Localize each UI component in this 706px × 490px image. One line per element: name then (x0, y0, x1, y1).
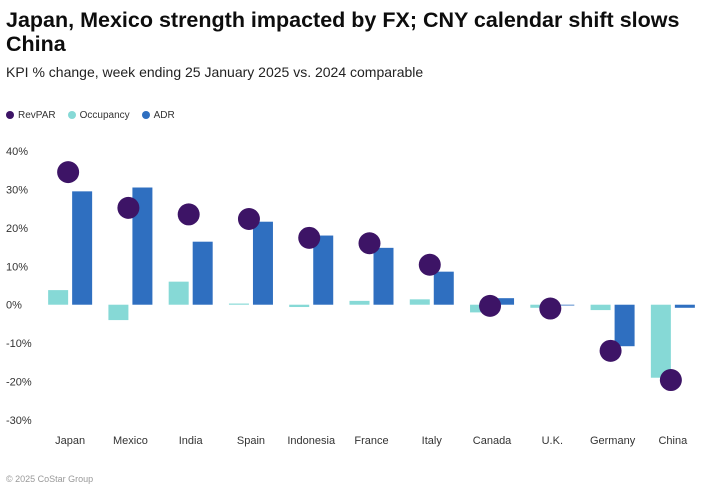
adr-bar (313, 235, 334, 305)
legend-label-adr: ADR (153, 109, 175, 121)
y-tick-label: 30% (6, 184, 28, 196)
x-tick-label: Italy (422, 435, 443, 447)
occupancy-bar (108, 304, 129, 321)
adr-bar (252, 221, 273, 305)
x-tick-label: Mexico (113, 435, 148, 447)
occupancy-bar (289, 304, 310, 308)
y-tick-label: 10% (6, 261, 28, 273)
revpar-dot (418, 253, 441, 276)
legend-item-occupancy: Occupancy (67, 109, 130, 121)
adr-bar (192, 241, 213, 305)
adr-bar (554, 304, 575, 306)
chart-subtitle: KPI % change, week ending 25 January 202… (6, 64, 424, 80)
revpar-dot (659, 369, 682, 392)
adr-bar (614, 304, 635, 347)
occupancy-bar (650, 304, 671, 378)
y-tick-label: -30% (6, 415, 32, 427)
revpar-dot (177, 203, 200, 226)
revpar-dot (539, 297, 562, 320)
y-tick-label: -20% (6, 377, 32, 389)
y-tick-label: 40% (6, 146, 28, 158)
legend-item-revpar: RevPAR (6, 110, 56, 121)
legend-swatch-revpar (6, 111, 14, 119)
revpar-dots (57, 161, 682, 392)
adr-bar (674, 304, 695, 308)
revpar-dot (599, 339, 622, 362)
x-tick-label: Germany (590, 435, 636, 447)
adr-bar (72, 191, 93, 305)
adr-bar (494, 298, 515, 305)
revpar-dot (117, 196, 140, 219)
x-tick-label: India (179, 435, 204, 447)
bars (48, 187, 695, 378)
legend-item-adr: ADR (141, 109, 175, 121)
y-tick-label: -10% (6, 338, 32, 350)
revpar-dot (479, 294, 502, 317)
occupancy-bar (409, 299, 430, 305)
legend-label-revpar: RevPAR (18, 109, 56, 121)
revpar-dot (237, 208, 260, 231)
chart-title: Japan, Mexico strength impacted by FX; C… (6, 8, 680, 56)
x-tick-label: Canada (473, 435, 512, 447)
x-axis: Japan Mexico India Spain Indonesia France Ital… (55, 435, 688, 447)
legend-swatch-adr (141, 111, 150, 119)
adr-bar (433, 271, 454, 305)
legend-swatch-occupancy (67, 111, 76, 119)
occupancy-bar (168, 281, 189, 305)
occupancy-bar (228, 303, 249, 305)
occupancy-bar (48, 290, 69, 305)
x-tick-label: Japan (55, 435, 85, 447)
y-axis: -30% -20% -10% 0% 10% 20% 30% 40% (6, 146, 32, 427)
kpi-chart: -30% -20% -10% 0% 10% 20% 30% 40% Japan Mexico In… (6, 146, 695, 447)
x-tick-label: Spain (237, 435, 265, 447)
revpar-dot (57, 161, 80, 184)
y-tick-label: 20% (6, 223, 28, 235)
legend: RevPAR Occupancy ADR (6, 108, 187, 122)
revpar-dot (298, 226, 321, 249)
x-tick-label: Indonesia (287, 435, 336, 447)
copyright-footer: © 2025 CoStar Group (6, 474, 94, 484)
adr-bar (132, 187, 153, 305)
revpar-dot (358, 232, 381, 255)
x-tick-label: China (658, 435, 688, 447)
x-tick-label: U.K. (542, 435, 563, 447)
legend-label-occupancy: Occupancy (79, 109, 130, 121)
occupancy-bar (590, 304, 611, 311)
x-tick-label: France (354, 435, 388, 447)
occupancy-bar (349, 300, 370, 305)
y-tick-label: 0% (6, 300, 22, 312)
adr-bar (373, 247, 394, 305)
